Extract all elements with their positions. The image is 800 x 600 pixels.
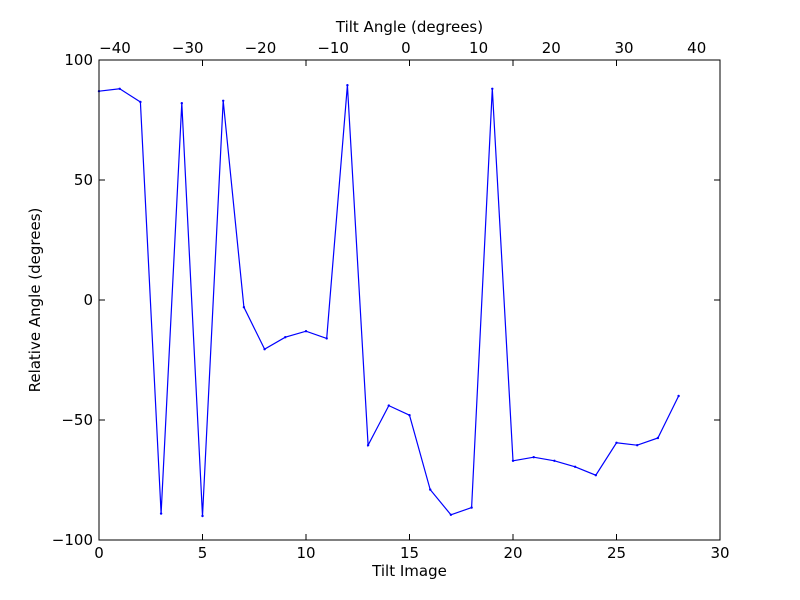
data-point <box>429 488 432 491</box>
x-tick-label: 30 <box>710 544 729 562</box>
data-point <box>636 444 639 447</box>
x-tick-label: 20 <box>503 544 522 562</box>
data-point <box>346 84 349 87</box>
top-x-tick-label: 10 <box>469 39 488 57</box>
x-tick-label: 10 <box>296 544 315 562</box>
data-point <box>325 337 328 340</box>
data-point <box>532 456 535 459</box>
x-tick-label: 0 <box>94 544 104 562</box>
data-point <box>656 436 660 440</box>
data-point <box>677 394 680 398</box>
axes-frame <box>98 59 721 541</box>
data-point <box>573 465 577 468</box>
y-tick-label: 0 <box>83 291 93 309</box>
top-x-tick-label: 40 <box>687 39 706 57</box>
plot-area <box>97 84 680 518</box>
top-x-tick-label: 30 <box>614 39 633 57</box>
data-point <box>594 474 597 477</box>
y-tick-label: 50 <box>74 171 93 189</box>
data-point <box>284 336 287 339</box>
top-x-tick-label: −10 <box>317 39 349 57</box>
data-point <box>615 441 618 444</box>
y-tick-label: −50 <box>61 411 93 429</box>
data-point <box>180 102 183 105</box>
data-point <box>304 330 308 333</box>
x-tick-label: 5 <box>198 544 208 562</box>
x-axis-label: Tilt Image <box>371 562 447 580</box>
data-point <box>470 506 473 509</box>
y-axis-label: Relative Angle (degrees) <box>26 208 44 393</box>
top-x-tick-label: −40 <box>99 39 131 57</box>
data-point <box>408 414 411 417</box>
top-x-tick-label: 20 <box>542 39 561 57</box>
top-x-axis-label: Tilt Angle (degrees) <box>335 18 483 36</box>
data-point <box>242 306 246 309</box>
data-point <box>222 99 225 103</box>
y-tick-label: −100 <box>52 531 93 549</box>
top-x-tick-label: −30 <box>172 39 204 57</box>
data-point <box>118 87 121 91</box>
data-point <box>139 100 142 104</box>
data-point <box>366 444 370 447</box>
data-point <box>491 87 494 91</box>
y-tick-label: 100 <box>64 51 93 69</box>
data-point <box>553 459 556 462</box>
x-tick-label: 15 <box>400 544 419 562</box>
top-x-tick-label: 0 <box>401 39 411 57</box>
data-point <box>263 348 266 351</box>
data-point <box>449 513 453 516</box>
data-point <box>387 404 390 407</box>
data-point <box>159 512 163 515</box>
x-tick-label: 25 <box>607 544 626 562</box>
top-x-tick-label: −20 <box>245 39 277 57</box>
data-point <box>511 459 515 462</box>
data-point <box>201 514 204 518</box>
